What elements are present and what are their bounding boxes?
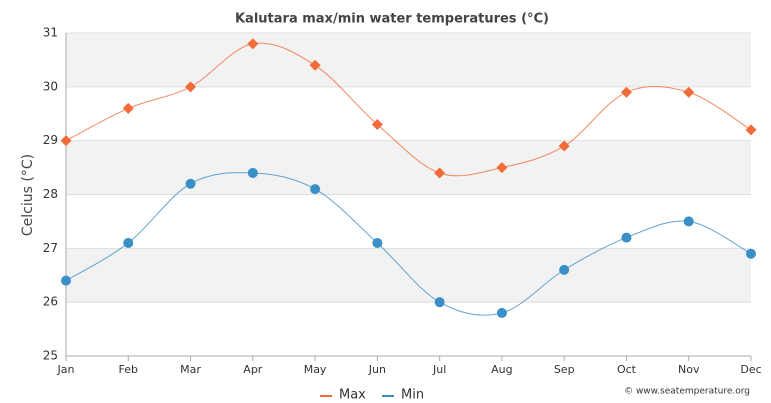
marker	[310, 184, 321, 195]
x-tick-label: Jan	[57, 363, 75, 376]
chart-title: Kalutara max/min water temperatures (°C)	[235, 12, 549, 27]
marker	[683, 86, 695, 98]
marker	[122, 102, 134, 114]
credit: © www.seatemperature.org	[624, 387, 750, 397]
y-tick-label: 28	[43, 187, 58, 201]
marker	[434, 297, 445, 308]
marker	[683, 216, 694, 227]
grid-band	[66, 140, 751, 195]
x-tick-label: Dec	[740, 363, 761, 376]
marker	[60, 135, 72, 147]
marker	[247, 38, 259, 50]
x-tick-label: Mar	[180, 363, 201, 376]
y-tick-label: 27	[43, 241, 58, 255]
x-tick-label: Oct	[617, 363, 637, 376]
marker	[123, 237, 134, 248]
y-tick-label: 29	[43, 133, 58, 147]
x-tick-label: Sep	[554, 363, 575, 376]
marker	[745, 124, 757, 136]
marker	[185, 81, 197, 93]
marker	[496, 307, 507, 318]
x-tick-label: Jun	[368, 363, 386, 376]
marker	[372, 237, 383, 248]
y-axis-label: Celcius (°C)	[20, 154, 36, 236]
marker	[434, 167, 446, 179]
marker	[559, 264, 570, 275]
marker	[309, 59, 321, 71]
marker	[371, 119, 383, 131]
y-tick-label: 26	[43, 295, 58, 309]
legend-label: Min	[401, 388, 424, 403]
marker	[746, 248, 756, 259]
x-tick-label: Aug	[491, 363, 512, 376]
marker	[621, 232, 632, 243]
x-tick-label: Nov	[678, 363, 700, 376]
x-tick-label: May	[304, 363, 327, 376]
grid-band	[66, 33, 751, 87]
y-tick-label: 31	[43, 26, 58, 40]
marker	[247, 167, 258, 178]
y-tick-label: 25	[43, 349, 58, 363]
x-tick-label: Jul	[432, 363, 446, 376]
legend-label: Max	[339, 388, 366, 403]
x-tick-label: Apr	[243, 363, 263, 376]
marker	[496, 162, 508, 174]
marker	[620, 86, 632, 98]
marker	[558, 140, 570, 152]
marker	[185, 178, 196, 189]
marker	[61, 275, 71, 286]
x-tick-label: Feb	[119, 363, 138, 376]
y-tick-label: 30	[43, 79, 58, 93]
